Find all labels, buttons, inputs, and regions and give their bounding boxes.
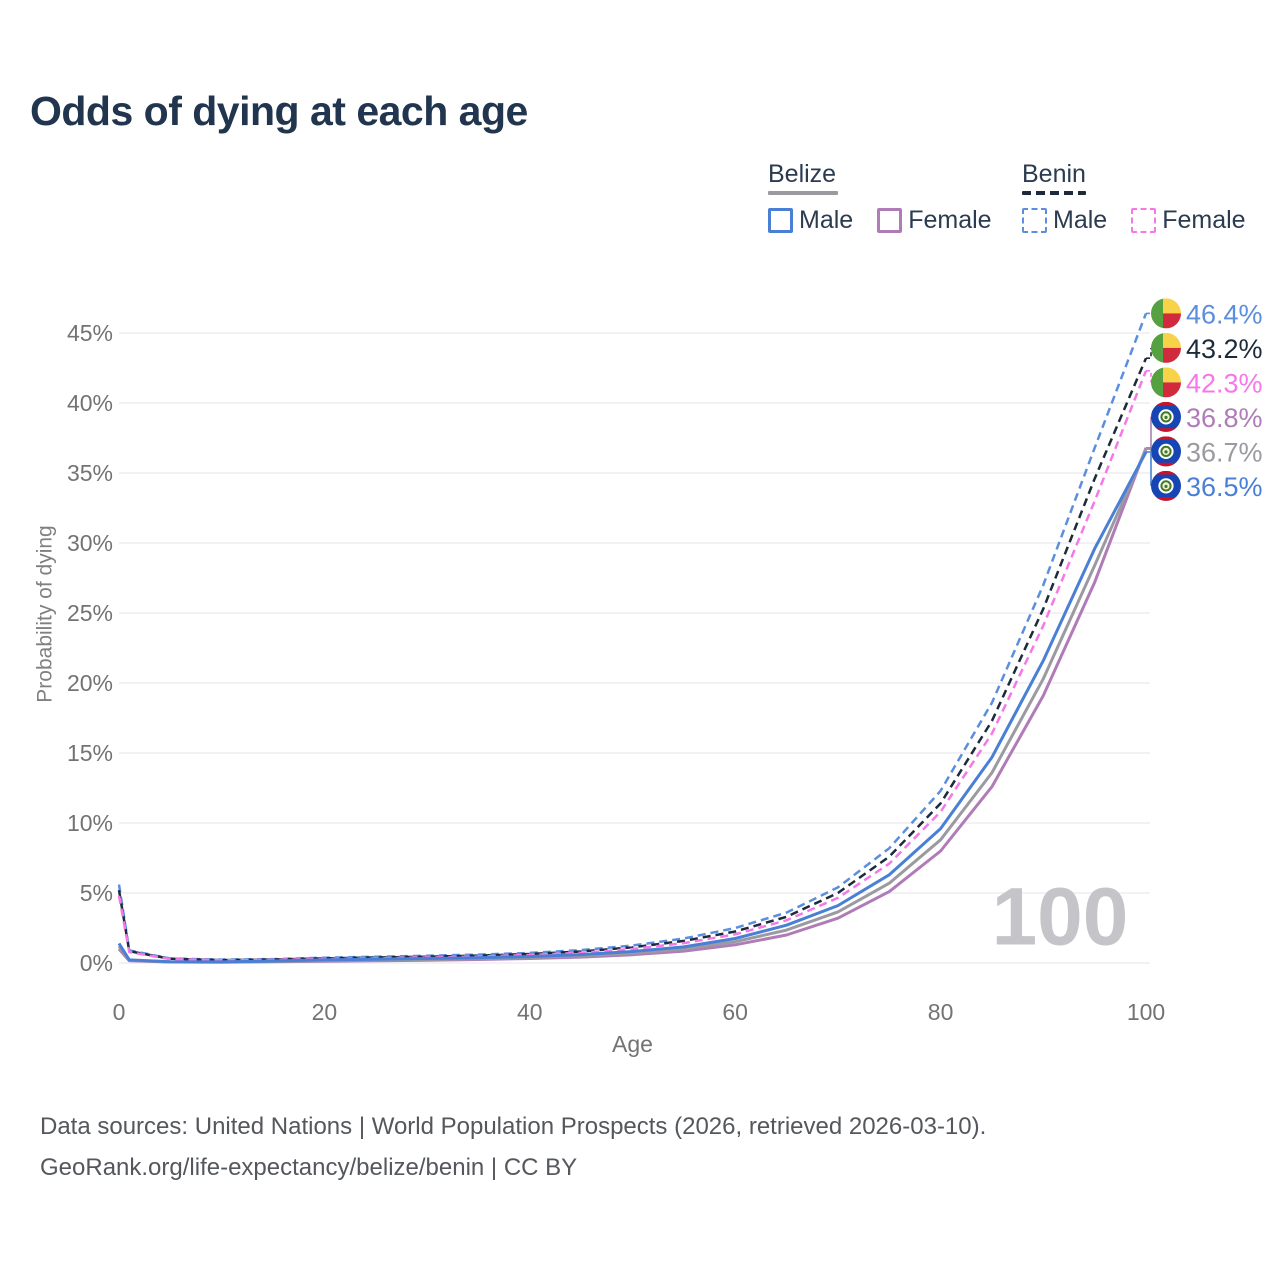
benin-yellow-band (1163, 298, 1181, 314)
end-label-leader-5 (1146, 451, 1152, 486)
flag-icon-benin (1151, 332, 1181, 363)
flag-icon-benin (1151, 367, 1181, 398)
legend-group-benin: Benin Male Female (1022, 161, 1246, 235)
legend-country-belize[interactable]: Belize (768, 160, 837, 188)
y-tick-label-30: 30% (67, 530, 113, 556)
flag-icon-belize (1151, 401, 1181, 432)
benin-green-band (1151, 332, 1163, 363)
legend-item-belize-female[interactable]: Female (877, 206, 992, 235)
belize-bottom-stripe (1151, 462, 1181, 467)
series-line-benin-male[interactable] (117, 312, 1148, 961)
end-value-label-belize-both: 36.7% (1186, 437, 1263, 467)
benin-female-swatch-icon (1131, 208, 1157, 233)
y-tick-label-25: 25% (67, 600, 113, 626)
y-tick-label-45: 45% (67, 320, 113, 346)
flag-icon-belize (1151, 470, 1181, 501)
end-value-label-belize-male: 36.5% (1186, 472, 1263, 502)
end-label-leader-1 (1146, 347, 1152, 359)
y-axis-title: Probability of dying (34, 525, 57, 702)
benin-red-band (1163, 382, 1181, 398)
y-tick-label-10: 10% (67, 810, 113, 836)
end-label-leader-2 (1146, 370, 1152, 383)
x-tick-label-20: 20 (312, 999, 338, 1025)
end-value-label-benin-female: 42.3% (1186, 368, 1263, 398)
x-tick-label-40: 40 (517, 999, 543, 1025)
data-source-footer: Data sources: United Nations | World Pop… (40, 1106, 986, 1188)
footer-line-1: Data sources: United Nations | World Pop… (40, 1113, 987, 1140)
belize-emblem (1164, 484, 1168, 488)
x-axis-title: Age (612, 1031, 653, 1057)
benin-yellow-band (1163, 367, 1181, 383)
x-tick-label-60: 60 (722, 999, 748, 1025)
benin-green-band (1151, 367, 1163, 398)
legend-item-belize-male[interactable]: Male (768, 206, 853, 235)
belize-bottom-stripe (1151, 497, 1181, 501)
end-label-leader-3 (1146, 416, 1152, 449)
end-value-label-belize-female: 36.8% (1186, 403, 1263, 433)
benin-red-band (1163, 347, 1181, 363)
belize-male-swatch-icon (768, 208, 793, 233)
benin-yellow-band (1163, 332, 1181, 348)
belize-emblem (1164, 450, 1168, 454)
y-tick-label-15: 15% (67, 740, 113, 766)
legend-item-benin-female[interactable]: Female (1131, 206, 1246, 235)
series-line-belize-male[interactable] (117, 451, 1148, 964)
belize-top-stripe (1151, 401, 1181, 406)
end-value-label-benin-both: 43.2% (1186, 334, 1263, 364)
x-tick-label-100: 100 (1127, 999, 1165, 1025)
benin-red-band (1163, 313, 1181, 329)
belize-bottom-stripe (1151, 428, 1181, 432)
belize-emblem (1164, 415, 1168, 419)
y-tick-label-20: 20% (67, 670, 113, 696)
y-tick-label-0: 0% (80, 950, 113, 976)
x-tick-label-80: 80 (928, 999, 954, 1025)
x-tick-label-0: 0 (113, 999, 126, 1025)
benin-male-swatch-icon (1022, 208, 1047, 233)
page-title: Odds of dying at each age (30, 88, 528, 134)
age-watermark: 100 (992, 872, 1129, 963)
belize-top-stripe (1151, 470, 1181, 475)
benin-green-band (1151, 298, 1163, 329)
legend-group-belize: Belize Male Female (768, 161, 992, 235)
belize-line-style-swatch (768, 191, 838, 195)
y-tick-label-5: 5% (80, 880, 113, 906)
series-line-benin-both[interactable] (117, 357, 1148, 962)
footer-line-2: GeoRank.org/life-expectancy/belize/benin… (40, 1154, 578, 1181)
legend-country-benin[interactable]: Benin (1022, 160, 1086, 188)
benin-line-style-swatch (1022, 191, 1086, 195)
end-value-label-benin-male: 46.4% (1186, 299, 1263, 329)
flag-icon-belize (1151, 436, 1181, 467)
legend-item-benin-male[interactable]: Male (1022, 206, 1107, 235)
end-label-leader-4 (1146, 448, 1152, 452)
y-tick-label-35: 35% (67, 460, 113, 486)
y-tick-label-40: 40% (67, 390, 113, 416)
flag-icon-benin (1151, 298, 1181, 329)
belize-female-swatch-icon (877, 208, 903, 233)
belize-top-stripe (1151, 436, 1181, 440)
